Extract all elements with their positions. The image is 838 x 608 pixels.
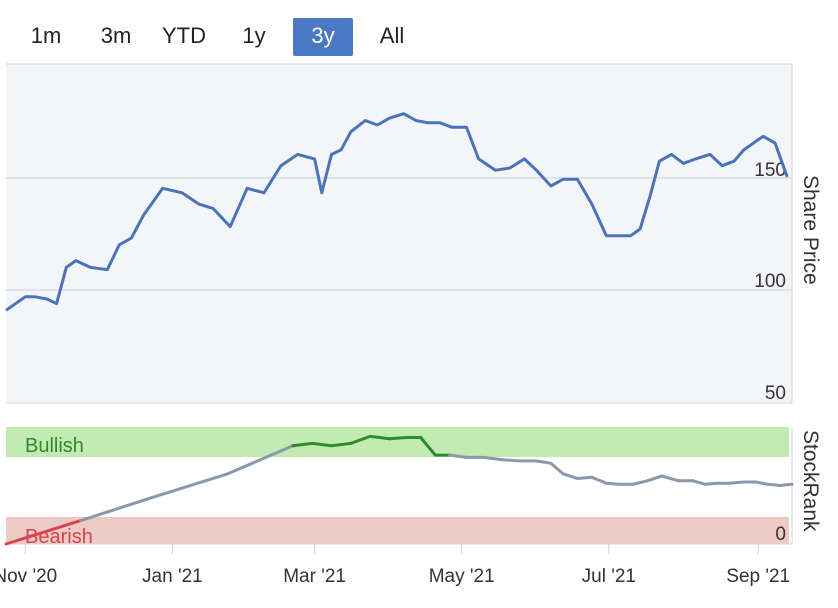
- rank-line-segment: [349, 434, 372, 445]
- rank-line-segment: [501, 458, 522, 463]
- range-button-ytd[interactable]: YTD: [162, 23, 206, 48]
- range-button-3y[interactable]: 3y: [293, 18, 353, 56]
- x-tick-label: Jan '21: [142, 566, 203, 587]
- rank-line-segment: [631, 479, 649, 486]
- rank-line-segment: [645, 474, 664, 483]
- rank-line-segment: [481, 455, 505, 462]
- rank-line-segment: [778, 482, 794, 487]
- rank-line-group: [4, 434, 794, 546]
- rank-line-segment: [291, 441, 314, 448]
- rank-line-segment: [419, 436, 437, 457]
- rank-line-segment: [766, 482, 782, 487]
- rank-line-segment: [4, 519, 83, 546]
- rank-line-segment: [330, 441, 353, 448]
- rank-line-segment: [703, 481, 719, 486]
- rank-line-segment: [575, 475, 594, 480]
- range-button-1m[interactable]: 1m: [30, 23, 62, 48]
- rank-line-segment: [727, 480, 746, 485]
- rank-line-segment: [226, 444, 295, 476]
- rank-line-segment: [549, 461, 565, 476]
- bearish-label: Bearish: [25, 526, 93, 548]
- rank-line-segment: [660, 474, 681, 483]
- rank-axis-title: StockRank: [799, 430, 822, 532]
- bullish-label: Bullish: [25, 435, 84, 457]
- range-button-1y[interactable]: 1y: [242, 23, 266, 48]
- rank-line-segment: [691, 479, 707, 486]
- x-tick-label: Nov '20: [0, 566, 57, 587]
- rank-line-segment: [368, 434, 391, 441]
- rank-line-segment: [448, 453, 468, 459]
- y-tick-50: 50: [765, 383, 786, 404]
- rank-line-segment: [590, 475, 608, 485]
- rank-line-segment: [387, 436, 408, 441]
- price-line: [5, 112, 789, 312]
- rank-tick-0: 0: [775, 524, 786, 545]
- price-axis-title: Share Price: [799, 175, 822, 285]
- rank-line-segment: [754, 480, 770, 486]
- price-plot-background: [6, 64, 792, 403]
- range-button-all[interactable]: All: [379, 23, 405, 48]
- rank-line-segment: [151, 472, 230, 499]
- range-button-3m[interactable]: 3m: [100, 23, 132, 48]
- x-tick-label: Jul '21: [582, 566, 636, 587]
- rank-line-segment: [310, 441, 333, 448]
- bullish-band: [6, 427, 789, 457]
- y-tick-100: 100: [754, 271, 786, 292]
- y-tick-150: 150: [754, 160, 786, 181]
- x-tick-label: Mar '21: [283, 566, 346, 587]
- x-tick-label: Sep '21: [726, 566, 790, 587]
- bearish-band: [6, 517, 789, 544]
- x-axis: Nov '20 Jan '21 Mar '21 May '21 Jul '21 Sep '…: [0, 544, 790, 587]
- rank-line-segment: [561, 472, 579, 480]
- rank-line-segment: [604, 481, 620, 486]
- x-tick-label: May '21: [429, 566, 495, 587]
- rank-line-segment: [79, 495, 155, 523]
- rank-line-segment: [534, 459, 553, 465]
